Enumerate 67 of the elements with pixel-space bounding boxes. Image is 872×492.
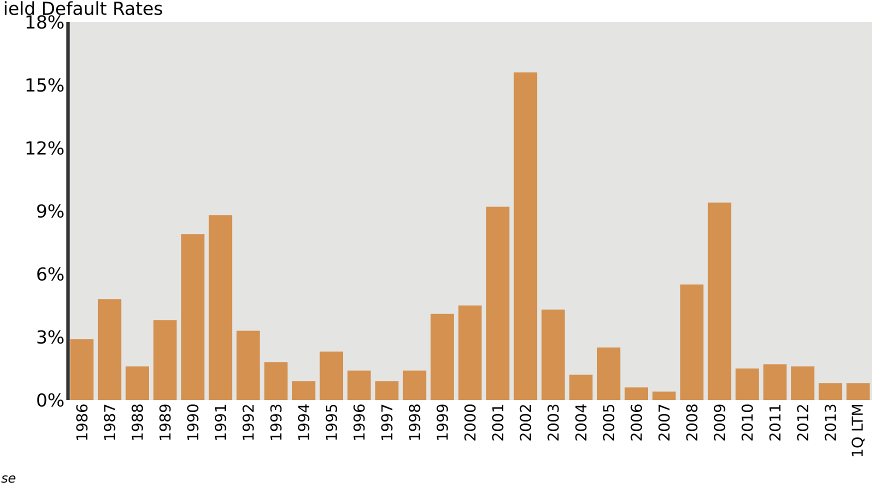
x-tick-label: 2013 [824, 404, 836, 440]
bar [236, 330, 260, 400]
y-tick-label: 9% [37, 204, 64, 218]
bar [624, 387, 648, 400]
x-tick-label: 1995 [326, 404, 338, 440]
x-tick-label: 1989 [159, 404, 171, 440]
x-tick-label: 2007 [658, 404, 670, 440]
x-tick-label: 2011 [769, 404, 781, 440]
bar [652, 392, 676, 400]
bar [181, 234, 204, 400]
bar [486, 206, 510, 400]
bar [596, 347, 620, 400]
x-tick-label: 1986 [76, 404, 88, 440]
x-tick-label: 1998 [408, 404, 420, 440]
x-tick-label: 1992 [242, 405, 254, 440]
x-tick-label: 2012 [797, 405, 808, 440]
bar [430, 314, 454, 400]
bar [763, 364, 787, 400]
bar [208, 215, 232, 400]
x-tick-label: 1991 [214, 404, 226, 440]
x-tick-label: 1Q LTM [852, 404, 865, 456]
bar [846, 383, 870, 400]
x-tick-label: 2010 [742, 404, 753, 440]
x-tick-label: 1997 [381, 404, 392, 440]
bar [320, 352, 344, 400]
bar [126, 366, 149, 400]
x-tick-label: 2009 [714, 404, 726, 440]
y-tick-label: 3% [37, 330, 64, 344]
x-tick-label: 1993 [270, 404, 282, 440]
x-tick-label: 2005 [602, 404, 614, 440]
bar [458, 305, 482, 400]
x-tick-label: 1994 [298, 404, 310, 440]
x-tick-label: 2008 [686, 404, 698, 440]
bar [680, 284, 704, 400]
x-tick-label: 2000 [464, 404, 476, 440]
x-tick-label: 1987 [104, 404, 116, 440]
bar [791, 366, 814, 400]
y-tick-label: 6% [37, 267, 64, 281]
y-tick-label: 0% [37, 393, 64, 407]
x-tick-label: 2006 [630, 404, 642, 440]
bar [514, 72, 538, 400]
bar [542, 310, 565, 400]
x-tick-label: 2002 [520, 405, 532, 440]
bar [736, 368, 759, 400]
y-tick-label: 18% [26, 15, 64, 29]
text: se [1, 475, 16, 483]
bar [264, 362, 288, 400]
x-tick-label: 1990 [187, 404, 198, 440]
bar [818, 383, 842, 400]
bar [153, 320, 177, 400]
x-tick-label: 2004 [575, 404, 587, 440]
bar [402, 370, 426, 400]
x-tick-label: 2003 [548, 404, 559, 440]
x-tick-label: 2001 [492, 404, 504, 440]
bar [292, 381, 316, 400]
bar [347, 370, 371, 400]
bar [70, 339, 94, 400]
x-tick-label: 1988 [132, 404, 143, 440]
bar [375, 381, 398, 400]
bar [98, 299, 122, 400]
y-tick-label: 15% [26, 78, 64, 92]
chart-title: ield Default Rates [4, 1, 162, 16]
x-tick-label: 1996 [353, 404, 365, 440]
x-tick-label: 1999 [436, 404, 448, 440]
bar [569, 374, 593, 400]
y-tick-label: 12% [26, 141, 64, 155]
bar [708, 202, 732, 400]
